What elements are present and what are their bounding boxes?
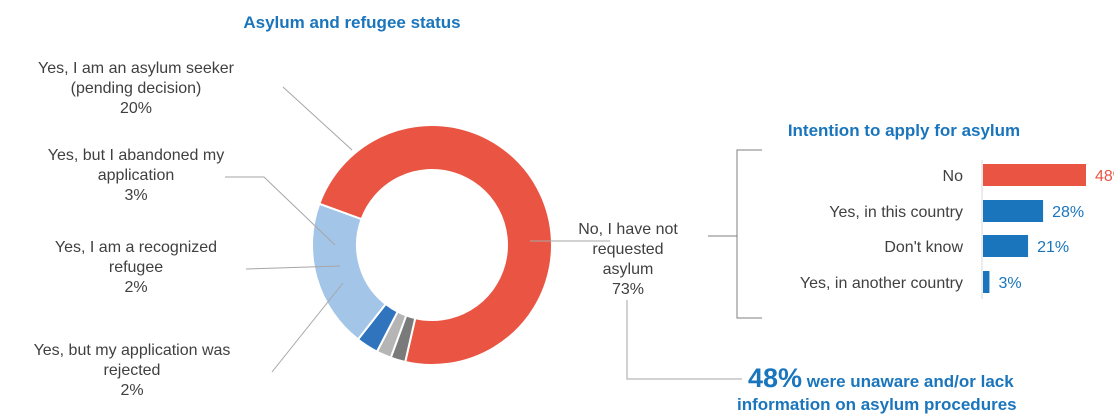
donut-label-1: Yes, but my application was rejected 2%	[34, 342, 231, 399]
bar-0	[983, 164, 1086, 186]
callout-text1: were unaware and/or lack	[802, 372, 1014, 391]
bar-value-label: 48%	[1095, 168, 1114, 185]
connector-recognized	[245, 265, 341, 270]
donut-slice-0	[318, 124, 553, 366]
bar-category-label: Yes, in another country	[800, 275, 963, 292]
donut-slice-4	[311, 202, 388, 341]
bar-chart: No 48% Yes, in this country 28% Don't know 21…	[800, 164, 1114, 293]
bracket	[708, 149, 762, 319]
donut-label-line: application	[98, 167, 175, 184]
donut-value-label: 2%	[120, 382, 143, 399]
donut-label-line: (pending decision)	[71, 80, 202, 97]
bar-category-label: Don't know	[884, 239, 963, 256]
donut-label-line: No, I have not	[578, 221, 678, 238]
callout-line2: information on asylum procedures	[737, 395, 1017, 414]
donut-value-label: 20%	[120, 100, 152, 117]
bar-category-label: No	[943, 168, 964, 185]
donut-label-2: Yes, I am a recognized refugee 2%	[55, 239, 217, 296]
donut-label-line: requested	[592, 241, 663, 258]
connector-pending	[282, 86, 353, 151]
donut-label-line: Yes, but my application was	[34, 342, 231, 359]
donut-chart	[311, 124, 553, 366]
bracket-left	[736, 149, 762, 319]
bar-1	[983, 200, 1044, 222]
bar-3	[983, 271, 990, 293]
donut-value-label: 2%	[124, 279, 147, 296]
bar-category-label: Yes, in this country	[829, 204, 963, 221]
connector-rejected	[271, 282, 344, 373]
connector-abandoned	[225, 176, 336, 246]
donut-label-line: Yes, I am a recognized	[55, 239, 217, 256]
donut-title: Asylum and refugee status	[243, 13, 460, 32]
callout-connector	[626, 300, 742, 380]
bar-value-label: 3%	[998, 275, 1021, 292]
donut-label-line: asylum	[603, 261, 654, 278]
donut-label-3: Yes, but I abandoned my application 3%	[48, 147, 224, 204]
donut-label-line: Yes, I am an asylum seeker	[38, 60, 235, 77]
donut-connectors	[225, 86, 610, 373]
bar-2	[983, 235, 1029, 257]
bar-value-label: 28%	[1052, 204, 1084, 221]
donut-labels: No, I have not requested asylum 73% Yes, but…	[34, 60, 679, 399]
bar-value-label: 21%	[1037, 239, 1069, 256]
donut-label-4: Yes, I am an asylum seeker (pending decis…	[38, 60, 235, 117]
donut-value-label: 73%	[612, 281, 644, 298]
donut-label-line: refugee	[109, 259, 163, 276]
donut-label-line: rejected	[104, 362, 161, 379]
donut-label-line: Yes, but I abandoned my	[48, 147, 224, 164]
bar-title: Intention to apply for asylum	[788, 121, 1020, 140]
donut-value-label: 3%	[124, 187, 147, 204]
callout-line1: 48% were unaware and/or lack	[748, 363, 1014, 393]
callout-big: 48%	[748, 363, 802, 393]
donut-label-0: No, I have not requested asylum 73%	[578, 221, 678, 298]
